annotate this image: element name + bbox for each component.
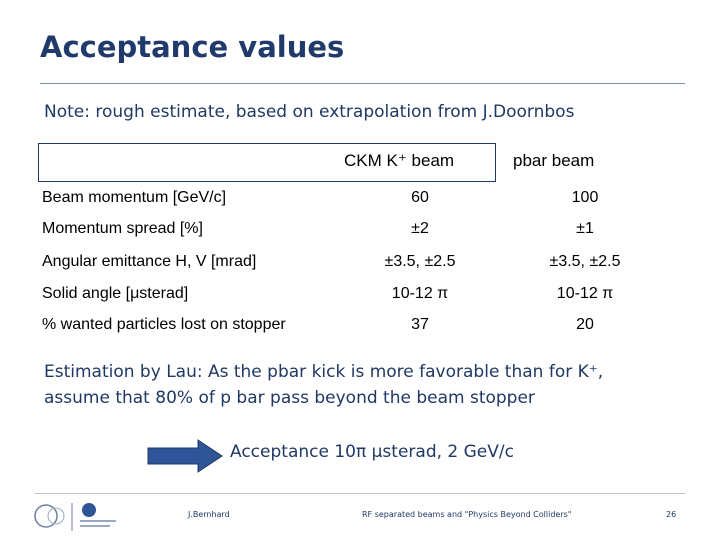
table-cell: 100 [571, 189, 599, 206]
logos [34, 503, 116, 531]
note: Note: rough estimate, based on extrapola… [44, 102, 575, 122]
table-cell: ±3.5, ±2.5 [549, 253, 621, 270]
table-cell: ±2 [411, 220, 429, 237]
column-header: CKM K⁺ beam [344, 151, 455, 170]
table-cell: 37 [411, 316, 429, 333]
table-cell: 10-12 π [556, 285, 614, 302]
row-label: Solid angle [μsterad] [42, 285, 189, 302]
table-cell: 20 [576, 316, 594, 333]
footer-topic: RF separated beams and "Physics Beyond C… [362, 510, 572, 519]
row-label: Angular emittance H, V [mrad] [42, 253, 257, 270]
arrow [147, 439, 223, 473]
result: Acceptance 10π μsterad, 2 GeV/c [230, 442, 514, 462]
column-header: pbar beam [513, 151, 595, 170]
title-rule [40, 83, 685, 84]
row-label: % wanted particles lost on stopper [42, 316, 286, 333]
table-cell: ±1 [576, 220, 594, 237]
table-header-box [38, 143, 496, 182]
table-cell: 10-12 π [391, 285, 449, 302]
row-label: Momentum spread [%] [42, 220, 203, 237]
footer-rule [35, 493, 685, 494]
title: Acceptance values [40, 30, 345, 64]
footer-author: J.Bernhard [188, 510, 230, 519]
estimation-line: assume that 80% of p bar pass beyond the… [44, 388, 535, 408]
table-cell: 60 [411, 189, 429, 206]
table-cell: ±3.5, ±2.5 [384, 253, 456, 270]
row-label: Beam momentum [GeV/c] [42, 189, 227, 206]
page-number: 26 [666, 510, 677, 519]
estimation-line: Estimation by Lau: As the pbar kick is m… [44, 362, 604, 382]
